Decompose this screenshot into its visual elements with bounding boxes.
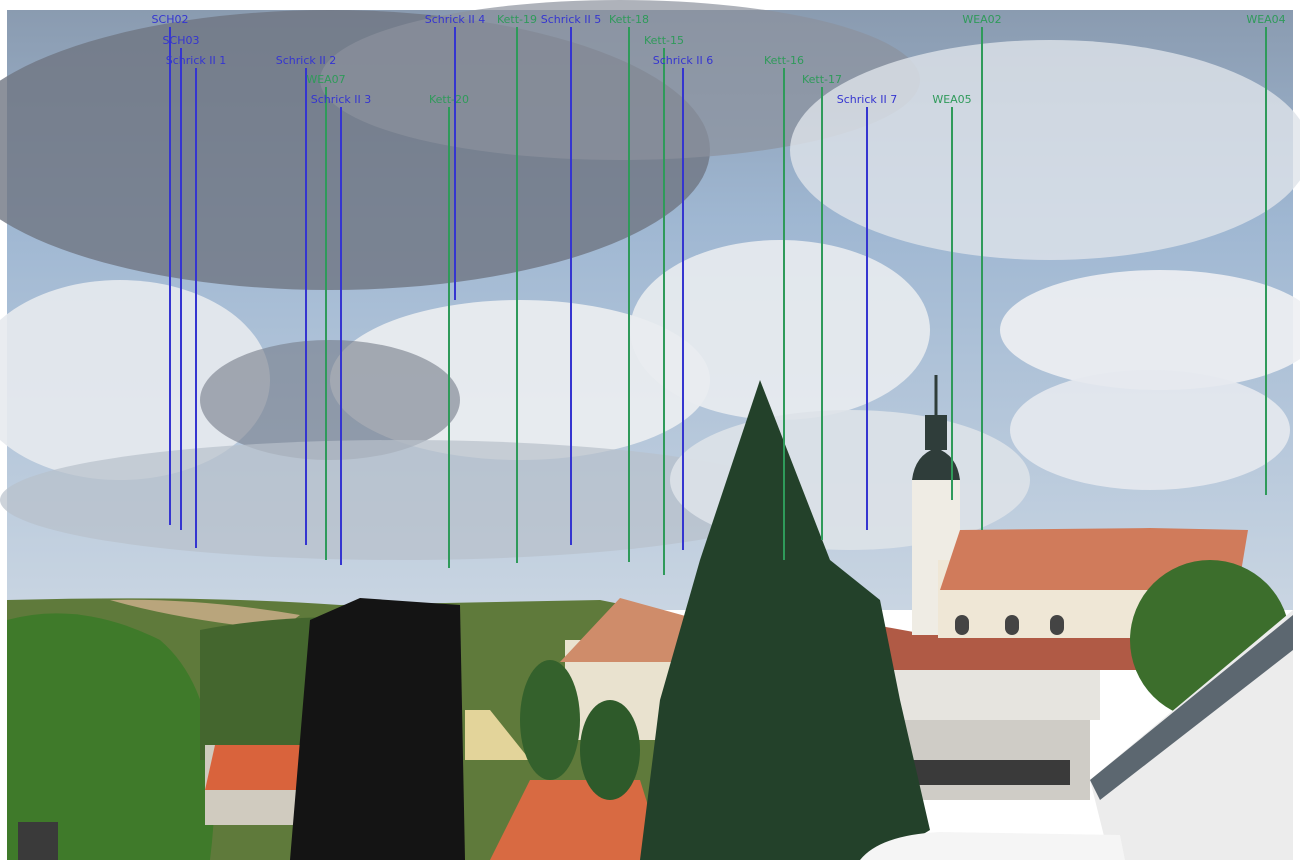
marker-label: Kett-16 [764,54,804,67]
marker-label: Schrick II 7 [837,93,897,106]
marker-label: Schrick II 2 [276,54,336,67]
marker-label: WEA02 [962,13,1001,26]
marker-label: Schrick II 3 [311,93,371,106]
marker-label: WEA04 [1246,13,1285,26]
marker-label: Schrick II 5 [541,13,601,26]
marker-label: Kett-18 [609,13,649,26]
photo: SCH02 SCH03 Schrick II 1 Schrick II 2 WEA07 S… [0,0,1300,860]
marker-label: Kett-15 [644,34,684,47]
marker-label: SCH02 [152,13,189,26]
marker-label: Kett-20 [429,93,469,106]
marker-label: Kett-19 [497,13,537,26]
marker-label: Schrick II 6 [653,54,713,67]
marker-label: Schrick II 4 [425,13,485,26]
marker-label: WEA05 [932,93,971,106]
page: {"markers": [ {"label": "SCH02", "color"… [0,0,1300,860]
marker-label: WEA07 [306,73,345,86]
marker-label: Schrick II 1 [166,54,226,67]
marker-label: Kett-17 [802,73,842,86]
marker-label: SCH03 [163,34,200,47]
